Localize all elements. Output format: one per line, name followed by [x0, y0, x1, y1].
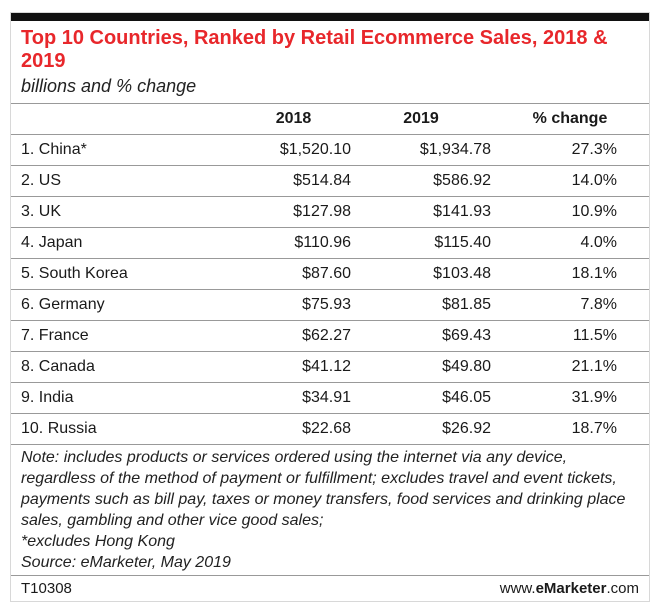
chart-code: T10308 — [21, 580, 72, 597]
cell-2018: $514.84 — [236, 165, 351, 197]
cell-pct-change: 7.8% — [491, 289, 649, 321]
note-body: Note: includes products or services orde… — [21, 449, 626, 529]
cell-pct-change: 14.0% — [491, 165, 649, 197]
table-row: 10. Russia $22.68 $26.92 18.7% — [11, 413, 649, 445]
cell-pct-change: 18.7% — [491, 413, 649, 445]
chart-subtitle: billions and % change — [21, 76, 197, 96]
cell-2019: $26.92 — [351, 413, 491, 445]
cell-2019: $115.40 — [351, 227, 491, 259]
note-text: Note: includes products or services orde… — [21, 447, 631, 573]
data-table: 2018 2019 % change 1. China* $1,520.10 $1,… — [11, 103, 649, 445]
cell-2018: $22.68 — [236, 413, 351, 445]
cell-2019: $103.48 — [351, 258, 491, 290]
cell-country: 10. Russia — [11, 413, 236, 445]
table-row: 6. Germany $75.93 $81.85 7.8% — [11, 289, 649, 321]
cell-2019: $586.92 — [351, 165, 491, 197]
table-body: 1. China* $1,520.10 $1,934.78 27.3% 2. US $51… — [11, 134, 649, 445]
cell-2018: $41.12 — [236, 351, 351, 383]
brand-prefix: www. — [499, 580, 536, 597]
cell-country: 3. UK — [11, 196, 236, 228]
cell-country: 2. US — [11, 165, 236, 197]
cell-2018: $75.93 — [236, 289, 351, 321]
cell-2018: $1,520.10 — [236, 134, 351, 166]
cell-2018: $62.27 — [236, 320, 351, 352]
cell-2019: $81.85 — [351, 289, 491, 321]
cell-2018: $34.91 — [236, 382, 351, 414]
chart-card: Top 10 Countries, Ranked by Retail Ecomm… — [10, 12, 650, 602]
table-row: 9. India $34.91 $46.05 31.9% — [11, 382, 649, 414]
cell-2018: $87.60 — [236, 258, 351, 290]
cell-pct-change: 11.5% — [491, 320, 649, 352]
chart-title: Top 10 Countries, Ranked by Retail Ecomm… — [21, 27, 608, 72]
table-row: 2. US $514.84 $586.92 14.0% — [11, 165, 649, 197]
brand-bold: eMarketer — [535, 580, 607, 597]
header-country — [11, 103, 236, 135]
cell-2019: $1,934.78 — [351, 134, 491, 166]
cell-country: 9. India — [11, 382, 236, 414]
header-2019: 2019 — [351, 103, 491, 135]
cell-country: 8. Canada — [11, 351, 236, 383]
cell-2019: $141.93 — [351, 196, 491, 228]
cell-pct-change: 10.9% — [491, 196, 649, 228]
cell-country: 6. Germany — [11, 289, 236, 321]
table-row: 5. South Korea $87.60 $103.48 18.1% — [11, 258, 649, 290]
table-row: 3. UK $127.98 $141.93 10.9% — [11, 196, 649, 228]
cell-2018: $127.98 — [236, 196, 351, 228]
table-row: 8. Canada $41.12 $49.80 21.1% — [11, 351, 649, 383]
footnote: *excludes Hong Kong — [21, 533, 175, 550]
cell-country: 1. China* — [11, 134, 236, 166]
cell-2019: $69.43 — [351, 320, 491, 352]
cell-2019: $49.80 — [351, 351, 491, 383]
top-bar — [11, 13, 649, 21]
table-row: 7. France $62.27 $69.43 11.5% — [11, 320, 649, 352]
cell-country: 7. France — [11, 320, 236, 352]
brand-link[interactable]: www.eMarketer.com — [500, 580, 639, 597]
cell-country: 5. South Korea — [11, 258, 236, 290]
table-row: 1. China* $1,520.10 $1,934.78 27.3% — [11, 134, 649, 166]
cell-pct-change: 18.1% — [491, 258, 649, 290]
cell-2019: $46.05 — [351, 382, 491, 414]
cell-pct-change: 31.9% — [491, 382, 649, 414]
cell-pct-change: 27.3% — [491, 134, 649, 166]
source: Source: eMarketer, May 2019 — [21, 554, 231, 571]
cell-pct-change: 21.1% — [491, 351, 649, 383]
brand-suffix: .com — [606, 580, 639, 597]
cell-2018: $110.96 — [236, 227, 351, 259]
footer: T10308 www.eMarketer.com — [11, 575, 649, 601]
header-row: 2018 2019 % change — [11, 103, 649, 135]
header-2018: 2018 — [236, 103, 351, 135]
cell-country: 4. Japan — [11, 227, 236, 259]
table-row: 4. Japan $110.96 $115.40 4.0% — [11, 227, 649, 259]
cell-pct-change: 4.0% — [491, 227, 649, 259]
header-pct-change: % change — [491, 103, 649, 135]
